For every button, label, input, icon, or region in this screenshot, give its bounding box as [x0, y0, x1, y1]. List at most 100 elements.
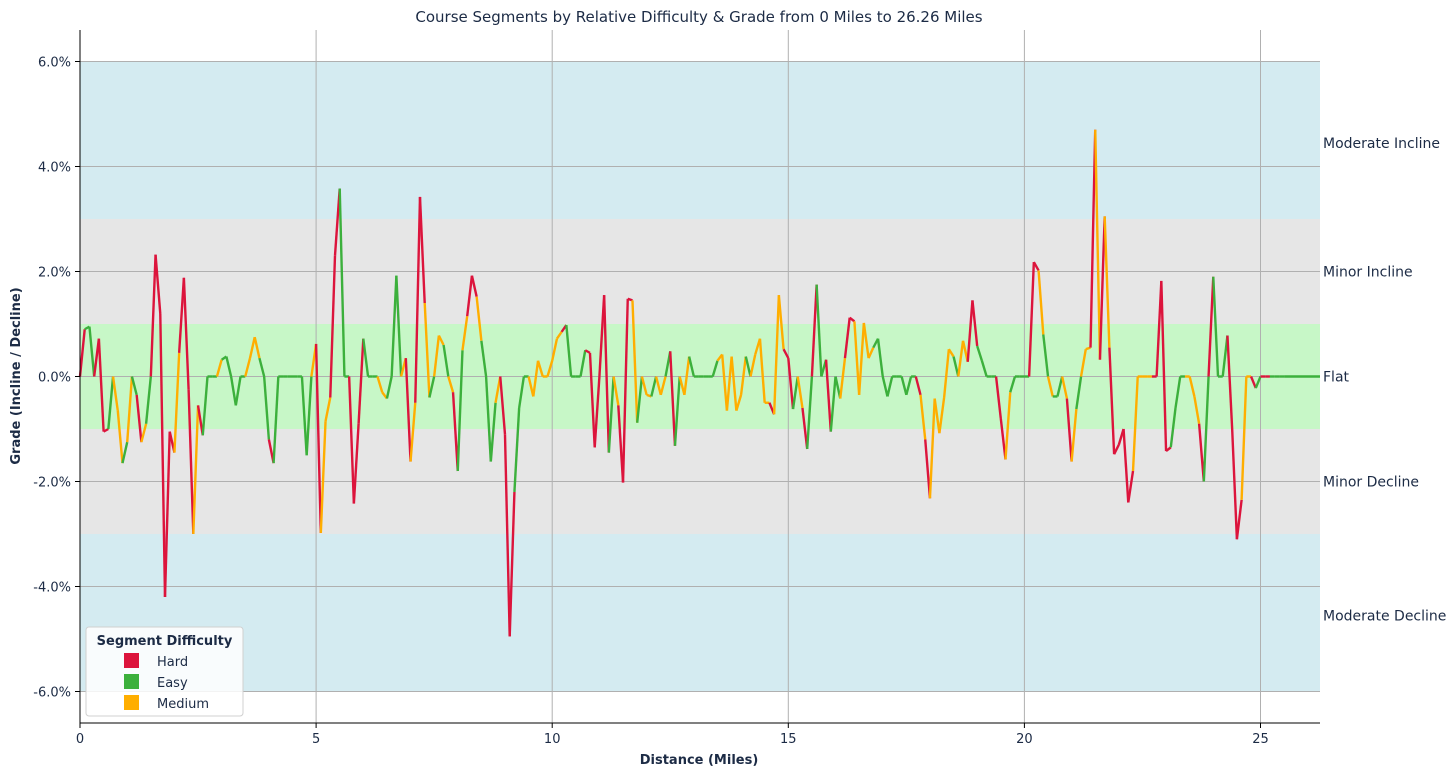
segment: [314, 343, 323, 533]
y-tick-label: -2.0%: [33, 476, 71, 491]
segment: [532, 360, 540, 397]
segment: [480, 340, 488, 377]
segment: [584, 349, 591, 354]
segment: [201, 376, 209, 436]
segment: [1094, 129, 1102, 360]
band-label: Flat: [1323, 370, 1350, 386]
segment: [135, 394, 143, 443]
segment: [466, 275, 474, 317]
segment: [654, 376, 662, 396]
segment: [182, 277, 190, 390]
segment: [1042, 334, 1050, 377]
segment: [1085, 346, 1091, 351]
grade-series: [78, 129, 1320, 637]
segment: [1009, 376, 1017, 393]
segment: [404, 358, 412, 462]
legend: Segment Difficulty Hard Easy Medium: [85, 626, 244, 717]
segment: [777, 295, 785, 350]
segment: [475, 296, 483, 341]
segment: [1079, 348, 1087, 377]
segment: [810, 284, 818, 377]
segment: [1202, 376, 1210, 482]
segment: [720, 354, 729, 411]
segment: [1113, 444, 1120, 455]
segment: [140, 423, 148, 443]
segment: [1070, 408, 1078, 462]
segment: [1089, 129, 1097, 348]
segment: [229, 376, 238, 406]
segment: [187, 389, 195, 535]
segment: [107, 376, 115, 430]
segment: [173, 352, 181, 453]
segment: [640, 376, 648, 396]
segment: [437, 335, 445, 346]
segment: [919, 394, 927, 440]
x-axis-title: Distance (Miles): [640, 753, 759, 768]
segment: [971, 300, 979, 347]
band-label: Moderate Incline: [1323, 136, 1440, 152]
segment: [1103, 216, 1111, 348]
segment: [881, 376, 889, 397]
x-tick-label: 10: [544, 732, 561, 747]
segment: [612, 376, 620, 406]
segment: [1046, 376, 1054, 397]
segment: [508, 491, 516, 637]
y-tick-label: 4.0%: [38, 161, 71, 176]
segment: [905, 376, 913, 396]
segment: [244, 357, 252, 377]
segment: [546, 360, 554, 377]
segment: [1127, 470, 1135, 503]
segment: [1098, 216, 1106, 360]
segment: [177, 277, 186, 353]
segment: [423, 302, 431, 398]
segment: [1155, 280, 1163, 377]
band-labels: Moderate Incline Minor Incline Flat Minor D…: [1323, 136, 1446, 625]
segment: [484, 376, 493, 462]
segment: [834, 376, 842, 399]
segment: [163, 431, 171, 598]
segment: [338, 188, 346, 377]
segment: [659, 376, 667, 396]
segment: [1108, 347, 1116, 455]
segment: [324, 397, 332, 422]
y-axis-ticks: 6.0% 4.0% 2.0% 0.0% -2.0% -4.0% -6.0%: [33, 56, 80, 701]
legend-swatch-easy: [124, 674, 139, 689]
segment: [848, 316, 856, 323]
segment: [1065, 398, 1073, 462]
band-label: Minor Decline: [1323, 475, 1419, 491]
legend-label-hard: Hard: [157, 655, 188, 670]
segment: [787, 358, 795, 410]
segment: [980, 360, 988, 377]
segment: [555, 331, 563, 340]
y-tick-label: -4.0%: [33, 581, 71, 596]
segment: [347, 376, 356, 504]
segment: [1075, 376, 1083, 410]
segment: [579, 350, 587, 377]
segment: [357, 338, 365, 424]
segment: [442, 344, 450, 377]
segment: [627, 297, 633, 302]
y-tick-label: -6.0%: [33, 686, 71, 701]
segment: [215, 359, 223, 377]
segment: [1188, 376, 1196, 397]
segment: [636, 376, 644, 423]
segment: [976, 345, 984, 362]
segment: [687, 356, 696, 377]
segment: [513, 407, 521, 493]
segment: [938, 397, 946, 434]
segment: [1240, 376, 1248, 500]
segment: [97, 338, 105, 432]
segment: [933, 398, 941, 434]
segment: [470, 275, 478, 297]
segment: [1056, 376, 1064, 397]
band-label: Minor Incline: [1323, 265, 1413, 281]
segment: [225, 356, 233, 377]
segment: [631, 300, 639, 423]
segment: [517, 376, 526, 409]
segment: [565, 324, 573, 377]
segment: [1193, 396, 1201, 424]
segment: [1212, 276, 1220, 377]
segment: [409, 402, 417, 462]
segment: [130, 376, 138, 396]
segment: [1174, 376, 1182, 409]
